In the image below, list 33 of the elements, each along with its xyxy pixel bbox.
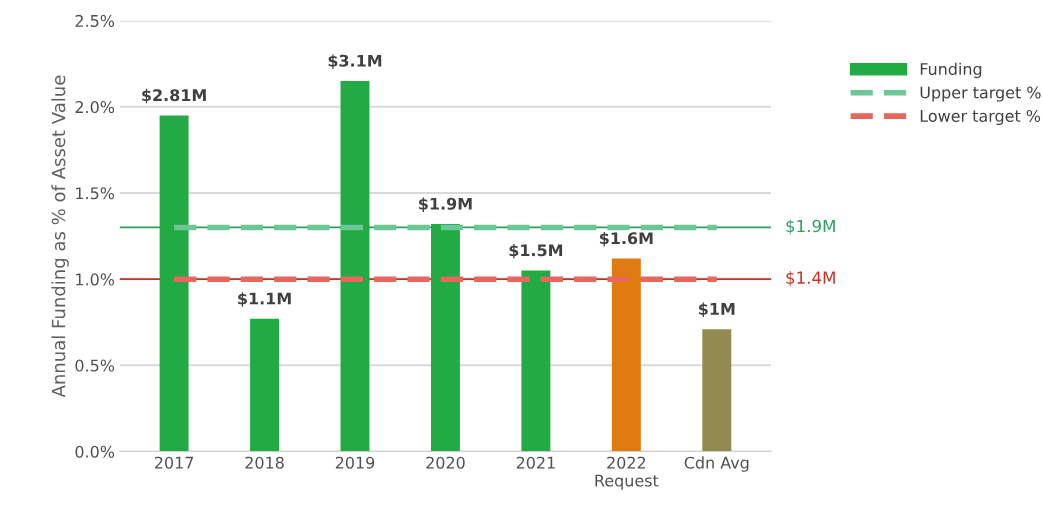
annotation: $1.9M — [419, 197, 472, 212]
x-tick-label: 2020 — [426, 456, 465, 469]
annotation: $1.6M — [599, 231, 653, 247]
y-tick-label: 0.5% — [75, 359, 115, 372]
y-tick-label: 2.0% — [75, 101, 115, 114]
x-tick-label: 2021 — [516, 456, 555, 469]
annotation: $1.5M — [509, 243, 563, 259]
legend-label: Funding — [920, 62, 982, 79]
annotation: $2.81M — [142, 88, 206, 104]
x-tick-label: 2022 Request — [595, 456, 659, 490]
x-tick-label: 2017 — [154, 456, 194, 469]
y-tick-label: 2.5% — [75, 14, 115, 27]
x-tick-label: 2018 — [245, 456, 284, 469]
bar — [159, 115, 189, 452]
y-tick-label: 1.5% — [76, 187, 115, 200]
y-axis-title: Annual Funding as % of Asset Value — [51, 75, 69, 398]
y-tick-label: 1.0% — [76, 273, 115, 286]
bar — [521, 270, 551, 452]
bar — [702, 329, 732, 452]
bar — [340, 80, 370, 452]
annotation: $1M — [699, 302, 735, 318]
legend-label: Upper target % — [920, 86, 1041, 102]
ref-line-label: $1.4M — [786, 271, 835, 287]
y-tick-label: 0.0% — [75, 445, 115, 458]
ref-line-label: $1.9M — [786, 219, 835, 235]
x-tick-label: Cdn Avg — [684, 456, 749, 472]
bar — [250, 318, 280, 452]
annotation: $3.1M — [328, 54, 382, 69]
x-tick-label: 2019 — [335, 456, 375, 469]
legend-label: Lower target % — [920, 109, 1041, 126]
annotation: $1.1M — [238, 292, 291, 307]
bar — [611, 258, 641, 452]
bar — [430, 224, 460, 452]
